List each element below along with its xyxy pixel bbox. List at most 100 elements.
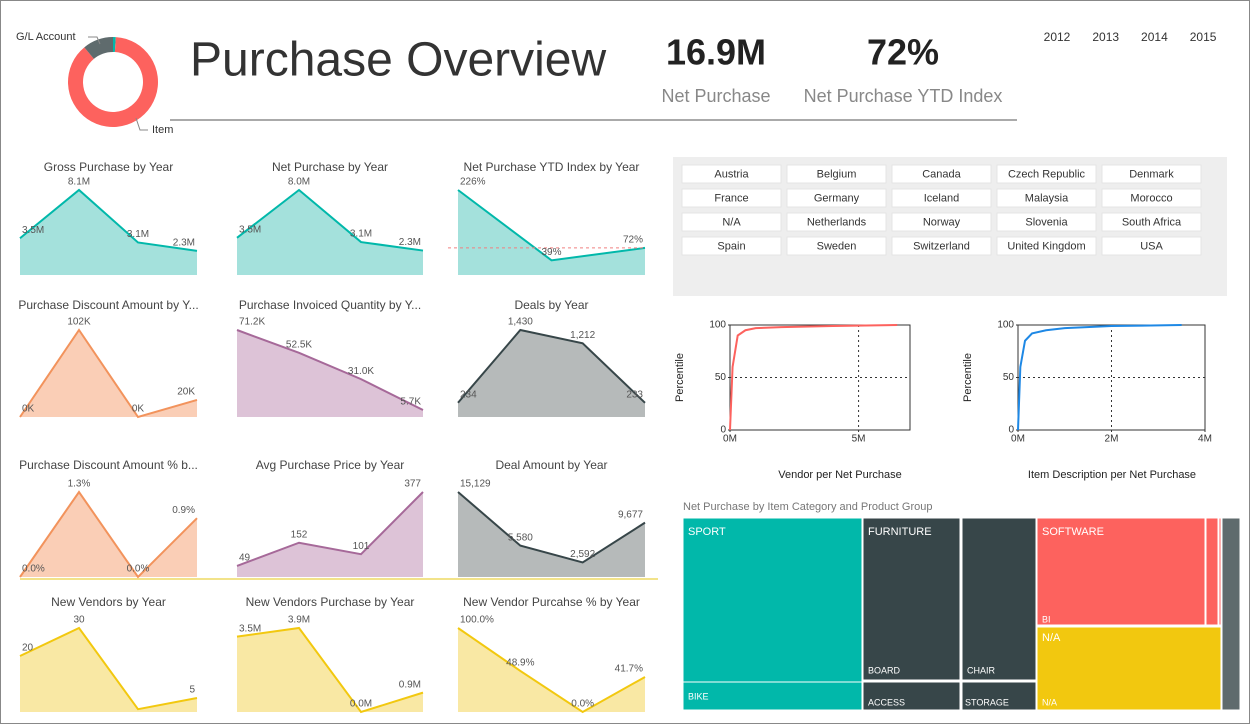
country-label[interactable]: Morocco: [1130, 192, 1172, 204]
x-axis-title: Vendor per Net Purchase: [778, 469, 902, 481]
country-button[interactable]: [1101, 212, 1202, 232]
kpi-label: Net Purchase YTD Index: [804, 86, 1003, 106]
country-label[interactable]: N/A: [722, 216, 741, 228]
country-button[interactable]: [996, 212, 1097, 232]
country-button[interactable]: [996, 188, 1097, 208]
country-label[interactable]: United Kingdom: [1007, 240, 1085, 252]
country-label[interactable]: Netherlands: [807, 216, 867, 228]
country-label[interactable]: Belgium: [817, 168, 857, 180]
country-label[interactable]: Iceland: [924, 192, 959, 204]
country-label[interactable]: Switzerland: [913, 240, 970, 252]
country-button[interactable]: [1101, 164, 1202, 184]
data-label: 5.7K: [400, 397, 421, 408]
data-label: 72%: [623, 235, 643, 246]
country-button[interactable]: [786, 188, 887, 208]
area: [458, 492, 645, 577]
country-button[interactable]: [891, 212, 992, 232]
donut-label: Item: [152, 124, 173, 136]
country-label[interactable]: Austria: [714, 168, 749, 180]
treemap-cell[interactable]: [961, 517, 1037, 681]
country-label[interactable]: Sweden: [817, 240, 857, 252]
line: [19, 328, 198, 419]
line: [457, 491, 646, 564]
country-button[interactable]: [786, 212, 887, 232]
country-button[interactable]: [681, 188, 782, 208]
treemap-label[interactable]: BI: [1042, 614, 1051, 624]
treemap-label[interactable]: FURNITURE: [868, 526, 932, 538]
data-label: 152: [291, 529, 308, 540]
treemap-label[interactable]: SOFTWARE: [1042, 526, 1104, 538]
percentile-line: [1017, 324, 1182, 431]
percentile-line: [729, 324, 898, 431]
country-button[interactable]: [891, 188, 992, 208]
treemap-label[interactable]: CHAIR: [967, 665, 996, 675]
country-label[interactable]: Denmark: [1129, 168, 1174, 180]
country-label[interactable]: USA: [1140, 240, 1163, 252]
treemap-cell[interactable]: [862, 681, 961, 711]
country-label[interactable]: South Africa: [1122, 216, 1182, 228]
chart-title: Purchase Invoiced Quantity by Y...: [239, 298, 421, 312]
country-button[interactable]: [996, 164, 1097, 184]
treemap-label[interactable]: SPORT: [688, 526, 726, 538]
data-label: 3.1M: [127, 229, 149, 240]
country-label[interactable]: Germany: [814, 192, 860, 204]
treemap-label[interactable]: ACCESS: [868, 697, 905, 707]
data-label: 39%: [541, 247, 561, 258]
country-button[interactable]: [681, 164, 782, 184]
data-label: 48.9%: [506, 658, 534, 669]
country-label[interactable]: Malaysia: [1025, 192, 1069, 204]
donut-slice: [84, 37, 113, 59]
chart-title: Net Purchase YTD Index by Year: [464, 160, 640, 174]
country-label[interactable]: Canada: [922, 168, 961, 180]
treemap-label[interactable]: STORAGE: [965, 697, 1009, 707]
data-label: 8.0M: [288, 177, 310, 188]
year-option[interactable]: 2014: [1141, 30, 1168, 44]
line: [19, 188, 198, 252]
data-label: 2.3M: [173, 238, 195, 249]
treemap-cell[interactable]: [862, 517, 961, 681]
country-label[interactable]: Norway: [923, 216, 961, 228]
treemap-cell[interactable]: [961, 681, 1037, 711]
y-tick-label: 50: [1003, 372, 1015, 383]
treemap-cell[interactable]: [1205, 517, 1219, 626]
treemap-cell[interactable]: [1218, 517, 1222, 626]
country-label[interactable]: Spain: [717, 240, 745, 252]
line: [457, 627, 646, 714]
y-tick-label: 50: [715, 372, 727, 383]
treemap-label[interactable]: N/A: [1042, 632, 1061, 644]
country-label[interactable]: Czech Republic: [1008, 168, 1086, 180]
treemap-cell[interactable]: [1221, 517, 1241, 711]
treemap-cell[interactable]: [1036, 517, 1206, 626]
country-button[interactable]: [891, 164, 992, 184]
treemap-cell[interactable]: [1036, 626, 1222, 711]
country-button[interactable]: [1101, 188, 1202, 208]
treemap-label[interactable]: N/A: [1042, 697, 1057, 707]
area: [237, 330, 423, 417]
line: [236, 329, 424, 411]
data-label: 233: [626, 389, 643, 400]
treemap-label[interactable]: BIKE: [688, 691, 709, 701]
chart-title: New Vendors Purchase by Year: [246, 595, 415, 609]
country-button[interactable]: [681, 236, 782, 256]
country-button[interactable]: [996, 236, 1097, 256]
country-button[interactable]: [1101, 236, 1202, 256]
treemap-cell[interactable]: [682, 517, 863, 711]
year-option[interactable]: 2013: [1092, 30, 1119, 44]
country-button[interactable]: [681, 212, 782, 232]
country-label[interactable]: Slovenia: [1025, 216, 1068, 228]
country-button[interactable]: [786, 236, 887, 256]
treemap-label[interactable]: BOARD: [868, 665, 901, 675]
year-option[interactable]: 2012: [1044, 30, 1071, 44]
y-tick-label: 100: [709, 320, 726, 331]
chart-title: Deal Amount by Year: [495, 458, 607, 472]
donut-slice: [113, 37, 116, 53]
country-button[interactable]: [891, 236, 992, 256]
country-label[interactable]: France: [714, 192, 748, 204]
country-button[interactable]: [786, 164, 887, 184]
year-option[interactable]: 2015: [1190, 30, 1217, 44]
chart-title: Purchase Discount Amount by Y...: [18, 298, 198, 312]
data-label: 9,677: [618, 509, 643, 520]
data-label: 71.2K: [239, 317, 265, 328]
data-label: 377: [404, 479, 421, 490]
